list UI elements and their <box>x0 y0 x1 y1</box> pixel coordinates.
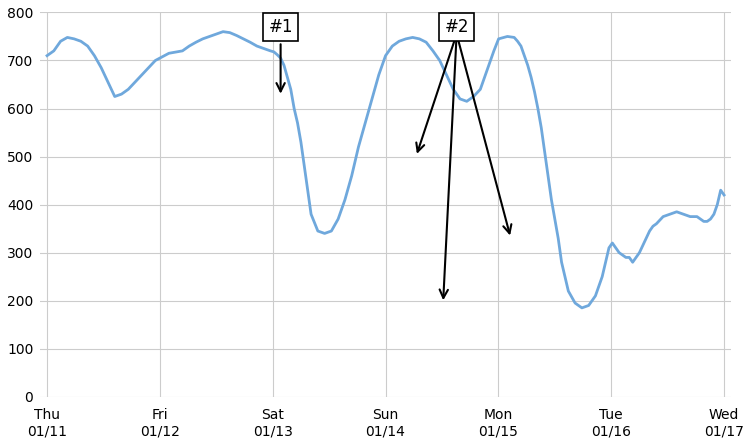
Text: #1: #1 <box>268 18 293 91</box>
Text: #2: #2 <box>444 18 469 36</box>
